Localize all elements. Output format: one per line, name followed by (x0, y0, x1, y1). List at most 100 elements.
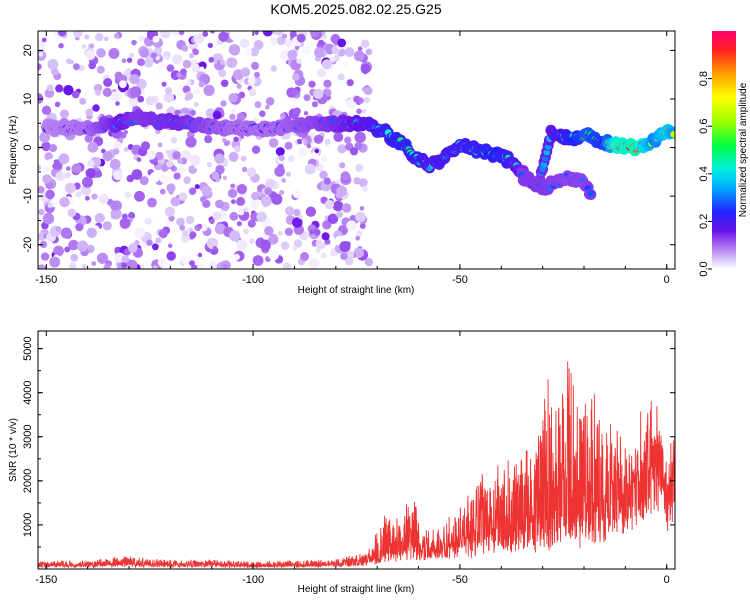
heatmap-cell (161, 81, 167, 87)
heatmap-cell (344, 136, 352, 144)
heatmap-cell (165, 220, 171, 226)
heatmap-cell (115, 101, 120, 106)
heatmap-cell (670, 131, 675, 138)
heatmap-cell (186, 80, 192, 86)
heatmap-cell (214, 223, 226, 235)
heatmap-cell (72, 63, 80, 71)
heatmap-cell (108, 48, 120, 59)
heatmap-cell (180, 68, 187, 75)
heatmap-cell (71, 90, 80, 99)
heatmap-cell (220, 100, 227, 107)
heatmap-cell (95, 89, 101, 96)
heatmap-cell (240, 67, 251, 77)
heatmap-cell (254, 71, 260, 78)
heatmap-cells (38, 31, 675, 269)
heatmap-cell (296, 58, 302, 64)
heatmap-cell (353, 95, 361, 103)
heatmap-cell (226, 57, 238, 68)
heatmap-cell (248, 88, 257, 97)
heatmap-cell (246, 167, 257, 177)
heatmap-cell (327, 217, 333, 222)
heatmap-cell (256, 211, 267, 222)
heatmap-cell (309, 31, 320, 37)
snr-ticks: -150 -100 -50 0 1000 2000 3000 4000 5000 (22, 331, 675, 586)
heatmap-cell (337, 73, 345, 81)
heatmap-cell (164, 55, 170, 61)
heatmap-cell (139, 36, 145, 42)
heatmap-cell (64, 172, 71, 179)
heatmap-cell (145, 96, 156, 106)
heatmap-cell (212, 110, 222, 120)
x-tick-label: -150 (35, 274, 57, 286)
heatmap-cell (188, 227, 194, 233)
heatmap-cell (268, 249, 279, 261)
heatmap-cell (337, 38, 347, 48)
heatmap-cell (64, 246, 71, 253)
heatmap-cell (238, 209, 245, 216)
heatmap-cell (41, 141, 51, 152)
heatmap-cell (87, 141, 99, 153)
heatmap-cell (147, 151, 156, 160)
heatmap-cell (363, 86, 373, 96)
colorbar-tick-label: 0.4 (698, 166, 710, 181)
heatmap-cell (170, 196, 181, 207)
heatmap-cell (144, 217, 152, 225)
heatmap-cell (176, 217, 185, 227)
heatmap-cell (254, 101, 262, 109)
heatmap-cell (278, 155, 285, 162)
heatmap-cell (38, 52, 44, 57)
heatmap-cell (155, 102, 163, 110)
heatmap-cell (215, 199, 224, 209)
heatmap-cell (296, 33, 306, 43)
heatmap-cell (329, 56, 336, 63)
heatmap-cell (222, 138, 227, 143)
heatmap-cell (323, 177, 331, 185)
heatmap-cell (102, 151, 113, 162)
y-tick-label: 3000 (22, 425, 34, 449)
heatmap-cell (359, 206, 365, 211)
y-tick-label: -10 (22, 188, 34, 204)
heatmap-cell (344, 47, 355, 58)
heatmap-cell (222, 175, 228, 181)
heatmap-cell (220, 79, 229, 88)
heatmap-cell (96, 252, 109, 264)
heatmap-cell (103, 263, 111, 269)
heatmap-cell (292, 89, 299, 96)
heatmap-cell (47, 202, 53, 208)
heatmap-cell (200, 196, 207, 203)
heatmap-cell (40, 252, 50, 261)
snr-frame (37, 330, 676, 570)
heatmap-cell (284, 227, 293, 236)
heatmap-cell (285, 39, 293, 47)
heatmap-cell (193, 88, 200, 95)
heatmap-cell (243, 228, 249, 235)
heatmap-cell (91, 261, 97, 266)
heatmap-cell (154, 46, 163, 55)
heatmap-cell (64, 182, 76, 194)
heatmap-cell (70, 253, 78, 262)
heatmap-cell (128, 211, 136, 220)
heatmap-cell (218, 31, 229, 42)
heatmap-cell (282, 262, 291, 269)
spectrogram-ylabel: Frequency (Hz) (8, 116, 19, 185)
x-tick-label: -50 (452, 574, 468, 586)
heatmap-cell (85, 108, 94, 117)
heatmap-cell (75, 191, 82, 198)
heatmap-cell (131, 39, 137, 46)
heatmap-cell (137, 95, 145, 103)
heatmap-cell (356, 108, 362, 115)
heatmap-cell (314, 148, 319, 154)
heatmap-cell (336, 211, 344, 218)
heatmap-cell (55, 84, 64, 93)
heatmap-cell (38, 264, 47, 269)
heatmap-cell (251, 61, 259, 70)
x-tick-label: -50 (452, 274, 468, 286)
heatmap-cell (189, 260, 195, 266)
x-tick-label: -150 (35, 574, 57, 586)
heatmap-cell (207, 42, 213, 49)
snr-series-line (38, 361, 675, 569)
heatmap-cell (38, 208, 45, 216)
heatmap-cell (130, 86, 142, 98)
heatmap-cell (223, 264, 228, 269)
heatmap-cell (240, 155, 247, 162)
